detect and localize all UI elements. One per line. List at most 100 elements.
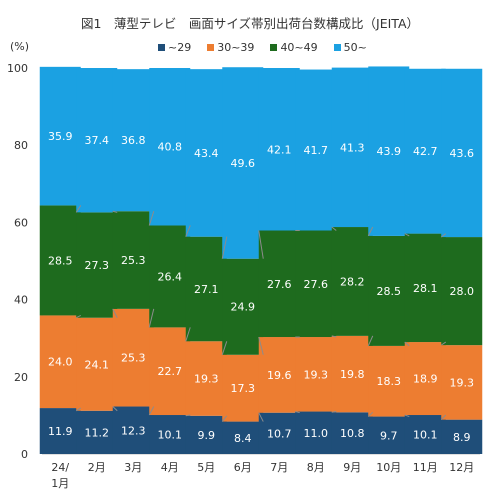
bar-segment (295, 69, 337, 231)
series-connector-line (76, 314, 81, 319)
x-tick-label-line: 1月 (51, 477, 69, 490)
x-tick-label-line: 11月 (413, 461, 438, 474)
bar-segment (441, 345, 483, 420)
series-connector-line (148, 406, 155, 416)
bar-segment (112, 308, 154, 407)
chart-title: 図1 薄型テレビ 画面サイズ帯別出荷台数構成比（JEITA） (80, 16, 420, 31)
bar-segment (404, 233, 446, 343)
data-label: 42.7 (413, 145, 438, 158)
series-connector-line (367, 226, 374, 237)
data-label: 27.3 (85, 259, 110, 272)
data-label: 26.4 (158, 270, 183, 283)
bar-segment (295, 411, 337, 454)
series-connector-line (331, 411, 337, 413)
data-label: 42.1 (267, 143, 292, 156)
series-connector-line (404, 341, 410, 347)
data-label: 24.1 (85, 358, 110, 371)
series-connector-line (331, 335, 337, 338)
data-label: 27.1 (194, 283, 219, 296)
x-tick-label: 2月 (88, 461, 106, 474)
legend-swatch (333, 44, 341, 51)
legend-label: ~29 (168, 41, 192, 54)
series-connector-line (185, 327, 191, 342)
bar-segment (404, 342, 446, 416)
series-connector-line (75, 407, 82, 412)
series-connector-line (404, 233, 410, 237)
series-connector-line (148, 211, 155, 226)
bar-segment (258, 230, 300, 338)
x-tick-label-line: 10月 (376, 461, 401, 474)
data-label: 19.3 (194, 373, 219, 386)
series-connector-line (112, 210, 118, 213)
data-label: 17.3 (231, 382, 256, 395)
y-tick-label: 80 (14, 139, 28, 152)
x-tick-label: 10月 (376, 461, 401, 474)
series-connector-line (258, 230, 264, 259)
bar-segment (76, 317, 118, 411)
bar-segment (331, 335, 373, 413)
x-tick-label-line: 7月 (270, 461, 288, 474)
data-label: 9.7 (380, 429, 398, 442)
data-label: 36.8 (121, 134, 146, 147)
data-label: 12.3 (121, 424, 146, 437)
x-tick-label: 12月 (449, 461, 474, 474)
x-tick-label: 8月 (307, 461, 325, 474)
bar-segment (39, 66, 81, 206)
data-label: 24.9 (231, 301, 256, 314)
bar-segment (149, 415, 191, 454)
bar-segment (112, 69, 154, 212)
data-label: 37.4 (85, 134, 110, 147)
data-label: 35.9 (48, 130, 73, 143)
legend-label: 30~39 (217, 41, 255, 54)
data-label: 24.0 (48, 356, 73, 369)
data-label: 43.9 (377, 145, 402, 158)
series-connector-line (295, 411, 300, 414)
data-label: 9.9 (198, 429, 216, 442)
series-connector-line (221, 236, 228, 259)
bar-segment (258, 412, 300, 454)
legend-swatch (270, 44, 278, 51)
bar-segment (441, 68, 483, 238)
data-label: 10.1 (158, 429, 183, 442)
bar-segment (149, 68, 191, 226)
data-label: 28.0 (450, 285, 475, 298)
y-tick-label: 0 (21, 448, 28, 461)
bar-segment (368, 416, 410, 454)
y-axis-unit: (%) (10, 40, 30, 53)
bar-segment (185, 415, 227, 454)
series-connector-line (258, 336, 264, 355)
series-connector-line (440, 233, 447, 238)
series-connector-line (75, 205, 82, 213)
bar-segment (331, 67, 373, 228)
bar-segment (222, 421, 264, 454)
bar-segment (404, 415, 446, 454)
data-label: 25.3 (121, 352, 146, 365)
data-label: 41.3 (340, 141, 365, 154)
legend: ~29 30~39 40~49 50~ (158, 41, 367, 54)
legend-item: 40~49 (270, 41, 318, 54)
data-label: 19.3 (304, 368, 329, 381)
y-tick-label: 60 (14, 216, 28, 229)
data-label: 11.0 (304, 427, 329, 440)
series-connector-line (404, 414, 410, 418)
data-label: 11.9 (48, 425, 73, 438)
x-tick-label-line: 4月 (161, 461, 179, 474)
series-connector-line (112, 406, 118, 412)
bar-segment (368, 345, 410, 417)
bar-segment (76, 68, 118, 213)
data-label: 41.7 (304, 144, 329, 157)
series-connector-line (148, 308, 155, 328)
y-tick-label: 40 (14, 294, 28, 307)
legend-item: 50~ (333, 41, 367, 54)
x-tick-label: 11月 (413, 461, 438, 474)
bar-segment (149, 327, 191, 416)
x-tick-label: 3月 (124, 461, 142, 474)
legend-label: 50~ (343, 41, 367, 54)
data-label: 19.3 (450, 376, 475, 389)
bar-segment (222, 258, 264, 355)
x-tick-label-line: 24/ (51, 461, 69, 474)
x-tick-label: 6月 (234, 461, 252, 474)
series-connector-line (185, 414, 191, 417)
data-label: 10.1 (413, 429, 438, 442)
series-connector-line (221, 415, 228, 422)
